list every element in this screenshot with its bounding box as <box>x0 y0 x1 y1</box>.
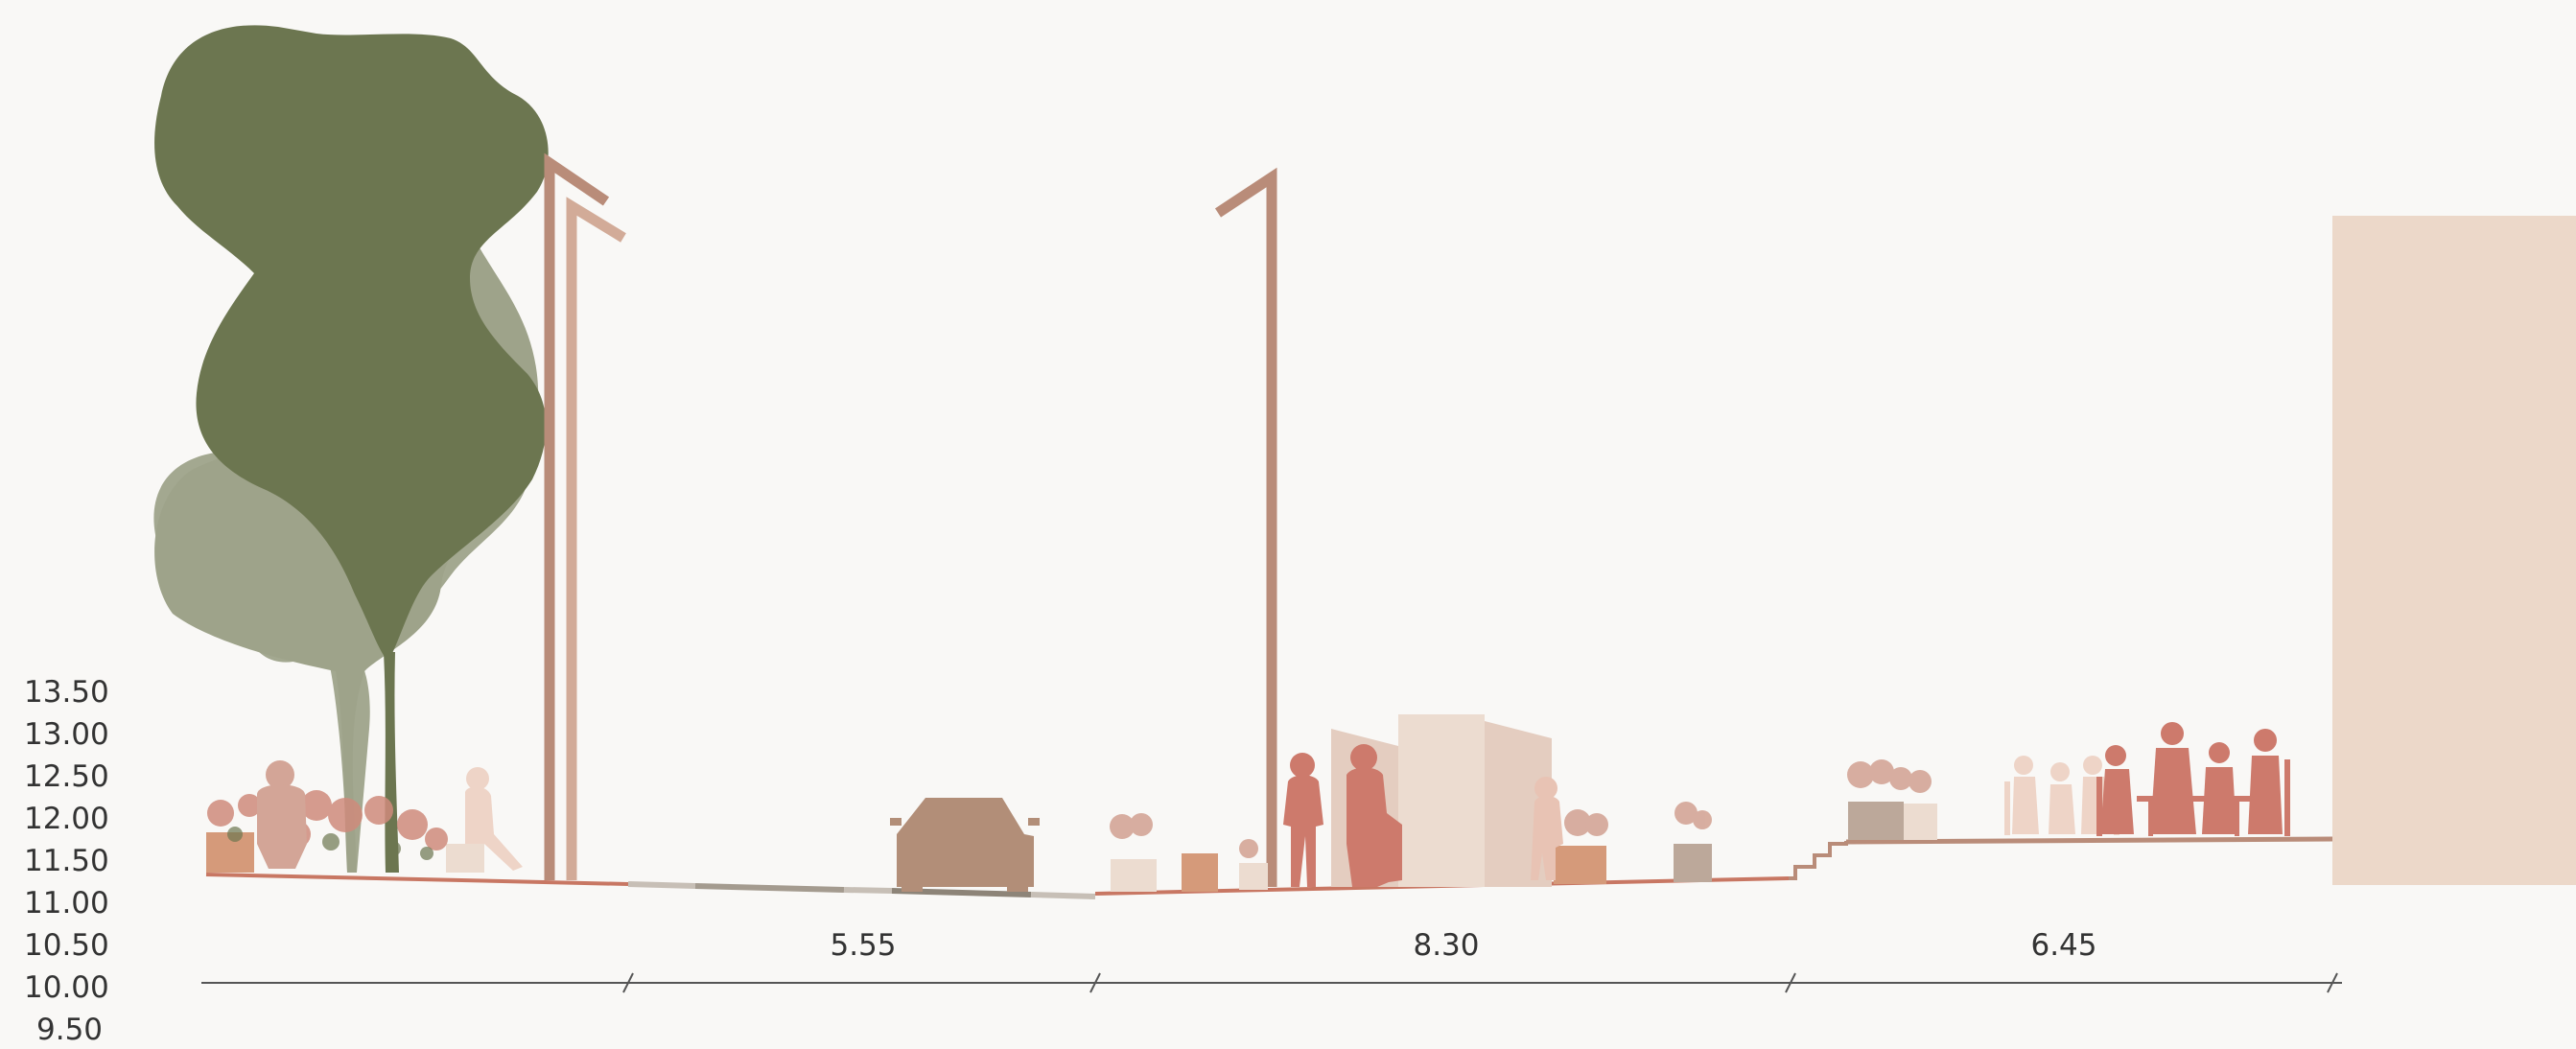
dimension-label-road: 5.55 <box>830 928 896 963</box>
dimension-line <box>201 972 2342 993</box>
elevation-label: 12.50 <box>24 759 109 794</box>
street-lamp-middle <box>1214 167 1277 887</box>
dimension-tick-3 <box>1785 972 1796 993</box>
elevation-label: 11.00 <box>24 886 109 921</box>
person-with-stroller <box>1347 744 1402 887</box>
car <box>890 798 1040 892</box>
steps <box>1789 841 1848 880</box>
building-facade <box>2332 216 2576 885</box>
elevation-label: 12.00 <box>24 802 109 836</box>
planters-right <box>1847 759 1937 840</box>
elevation-label: 13.50 <box>24 675 109 710</box>
dimension-tick-4 <box>2327 972 2338 993</box>
elevation-label: 10.50 <box>24 928 109 963</box>
elevation-label: 11.50 <box>24 844 109 878</box>
street-lamp-left <box>544 152 626 880</box>
elevation-scale: 13.50 13.00 12.50 12.00 11.50 11.00 10.5… <box>24 675 109 1047</box>
elevation-label: 9.50 <box>36 1013 103 1047</box>
tree-canopy-front <box>154 25 549 662</box>
person-seated-pale <box>465 767 523 871</box>
dimension-label-terrace: 6.45 <box>2030 928 2096 963</box>
planter-bed-left <box>206 790 484 873</box>
dimension-label-sidewalk: 8.30 <box>1413 928 1479 963</box>
dimension-tick-2 <box>1089 972 1101 993</box>
ground-line-right <box>1845 836 2333 845</box>
dimension-tick-1 <box>622 972 634 993</box>
person-standing-red-1 <box>1283 753 1323 887</box>
cafe-seating-red <box>2096 722 2290 836</box>
tree-trunk <box>384 652 399 873</box>
person-standing-pale <box>1531 777 1563 880</box>
elevation-label: 13.00 <box>24 717 109 752</box>
person-seated-left <box>257 760 307 869</box>
ground-line-left <box>205 873 629 886</box>
elevation-label: 10.00 <box>24 970 109 1005</box>
